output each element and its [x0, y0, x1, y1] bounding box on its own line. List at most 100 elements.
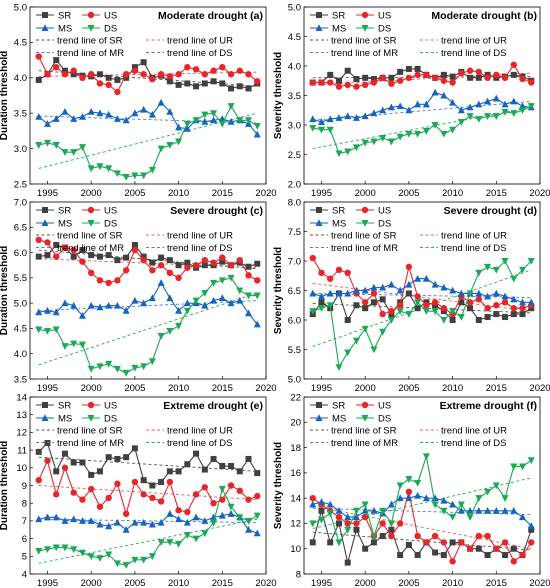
data-point: [166, 78, 173, 85]
data-point: [431, 308, 439, 315]
data-point: [502, 314, 509, 321]
data-point: [510, 545, 517, 552]
data-point: [510, 61, 517, 69]
data-point: [245, 85, 252, 92]
data-point: [227, 117, 235, 125]
legend-entry: trend line of DS: [441, 243, 506, 254]
data-point: [317, 516, 325, 524]
x-tick-label: 2015: [486, 383, 507, 394]
y-tick-label: 6.5: [288, 286, 301, 297]
data-point: [122, 267, 130, 274]
legend-entry: trend line of SR: [57, 230, 123, 241]
chart-panel-f: 1995 2000 2005 2010 2015 2020 8 10 12 14 16 18 20 22 S…: [273, 392, 550, 588]
chart-panel-c: 1995 2000 2005 2010 2015 2020 3.5 4.0 4.5 5.0 5.5 6…: [0, 197, 277, 394]
data-point: [61, 464, 69, 471]
data-point: [422, 308, 430, 315]
data-point: [317, 118, 325, 126]
data-point: [309, 254, 316, 262]
x-tick-label: 2020: [529, 578, 550, 588]
x-tick-label: 1995: [37, 188, 58, 199]
data-point: [157, 145, 165, 153]
x-tick-label: 1995: [311, 188, 332, 199]
data-point: [484, 506, 492, 514]
data-point: [387, 103, 395, 111]
data-point: [43, 120, 51, 127]
data-point: [87, 365, 95, 373]
data-point: [122, 306, 130, 314]
data-point: [131, 241, 138, 248]
data-point: [353, 526, 360, 533]
legend-entry: trend line of DS: [167, 438, 232, 449]
data-point: [501, 299, 509, 306]
data-point: [379, 533, 386, 540]
x-tick-label: 2010: [442, 383, 463, 394]
data-point: [519, 513, 527, 521]
data-point: [414, 479, 422, 487]
data-point: [379, 520, 386, 527]
data-point: [96, 555, 104, 562]
y-tick-label: 6: [22, 534, 27, 545]
data-point: [335, 114, 343, 121]
y-tick-label: 5.0: [288, 374, 301, 385]
data-point: [405, 541, 412, 548]
data-point: [79, 74, 86, 82]
legend-swatch-marker: [41, 24, 49, 31]
data-point: [105, 301, 113, 309]
data-point: [475, 506, 483, 514]
legend-entry: trend line of UR: [441, 35, 507, 46]
data-point: [218, 486, 226, 493]
data-point: [79, 247, 86, 254]
data-point: [210, 519, 218, 527]
data-point: [175, 540, 183, 548]
data-point: [61, 544, 69, 552]
data-point: [387, 138, 395, 146]
data-point: [344, 81, 351, 89]
data-point: [326, 126, 334, 134]
legend-entry: trend line of UR: [441, 425, 507, 436]
y-tick-label: 7.5: [288, 227, 301, 238]
data-point: [184, 80, 191, 87]
legend-entry: trend line of UR: [167, 230, 233, 241]
data-point: [510, 506, 518, 514]
y-tick-label: 10: [16, 463, 27, 474]
x-tick-label: 1995: [37, 578, 58, 588]
data-point: [79, 496, 86, 503]
data-point: [440, 539, 448, 546]
data-point: [245, 292, 253, 300]
data-point: [78, 311, 86, 319]
y-tick-label: 5: [22, 552, 27, 563]
data-point: [219, 80, 226, 87]
data-point: [388, 307, 395, 315]
data-point: [370, 533, 378, 540]
data-point: [175, 138, 183, 146]
legend-entry: DS: [104, 23, 117, 34]
data-point: [510, 311, 517, 318]
data-point: [52, 326, 60, 334]
legend-swatch-marker: [361, 415, 369, 422]
legend-entry: DS: [378, 218, 391, 229]
data-point: [245, 117, 253, 125]
data-point: [131, 445, 138, 452]
legend-entry: trend line of SR: [57, 425, 123, 436]
data-point: [254, 277, 261, 284]
data-point: [396, 494, 404, 502]
data-point: [157, 262, 165, 269]
data-point: [61, 450, 68, 457]
data-point: [105, 110, 113, 118]
data-point: [440, 283, 448, 291]
data-point: [87, 165, 95, 173]
data-point: [335, 289, 343, 297]
data-point: [157, 498, 165, 505]
legend-swatch-marker: [315, 219, 323, 226]
data-point: [227, 510, 235, 517]
data-point: [493, 71, 500, 79]
data-point: [236, 514, 244, 522]
data-point: [88, 252, 95, 259]
data-point: [70, 246, 77, 254]
data-point: [510, 463, 518, 471]
y-tick-label: 7.0: [14, 197, 27, 208]
data-point: [61, 517, 69, 524]
data-point: [440, 71, 447, 78]
legend-entry: MS: [58, 218, 72, 229]
data-point: [397, 68, 404, 75]
